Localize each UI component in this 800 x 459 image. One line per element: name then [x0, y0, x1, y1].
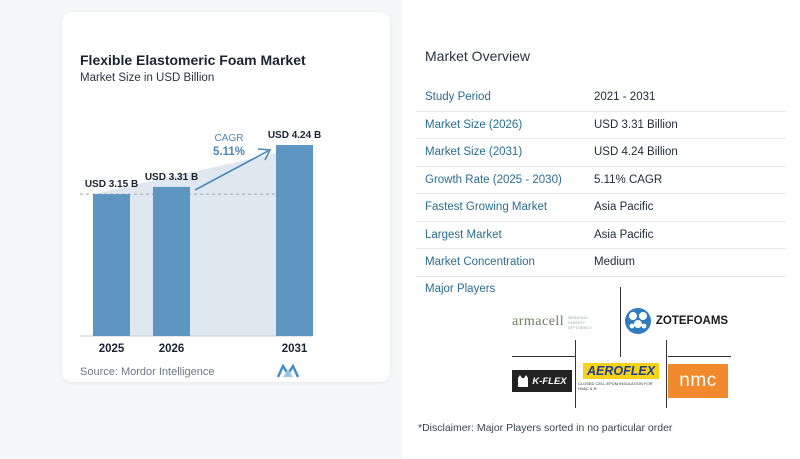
row-key: Market Concentration	[425, 256, 535, 269]
table-row: Growth Rate (2025 - 2030) 5.11% CAGR	[416, 167, 786, 194]
nmc-logo: nmc	[668, 364, 728, 398]
row-value: USD 3.31 Billion	[594, 118, 678, 131]
zotefoams-wordmark: ZOTEFOAMS	[655, 315, 729, 327]
aeroflex-tagline: CLOSED CELL EPDM INSULATION FOR HVAC & R	[578, 381, 653, 391]
row-value: 5.11% CAGR	[594, 173, 663, 186]
logo-divider	[666, 340, 667, 408]
row-key: Largest Market	[425, 228, 502, 241]
row-value: Asia Pacific	[594, 228, 654, 241]
logo-divider	[620, 287, 621, 357]
table-row: Study Period 2021 - 2031	[416, 84, 786, 112]
zotefoams-logo: ZOTEFOAMS	[622, 306, 730, 336]
row-key: Market Size (2026)	[425, 118, 523, 131]
aeroflex-logo: AEROFLEX CLOSED CELL EPDM INSULATION FOR…	[578, 358, 664, 396]
row-key: Fastest Growing Market	[425, 201, 548, 214]
nmc-wordmark: nmc	[679, 370, 717, 391]
logo-divider	[575, 340, 576, 408]
logo-divider	[512, 356, 575, 357]
overview-table: Study Period 2021 - 2031 Market Size (202…	[416, 84, 786, 277]
row-value: Medium	[594, 256, 635, 269]
market-overview-panel	[402, 0, 800, 459]
row-key: Market Size (2031)	[425, 146, 523, 159]
table-row: Fastest Growing Market Asia Pacific	[416, 194, 786, 222]
kflex-cat-icon	[518, 375, 529, 387]
armacell-wordmark: armacell	[512, 314, 565, 329]
zotefoams-globe-icon	[624, 308, 651, 334]
row-value: 2021 - 2031	[594, 91, 656, 104]
logo-divider	[668, 356, 731, 357]
row-value: Asia Pacific	[594, 201, 654, 214]
row-key: Study Period	[425, 91, 491, 104]
source-text: Source: Mordor Intelligence	[80, 366, 215, 378]
kflex-logo: K-FLEX	[512, 370, 572, 392]
table-row: Market Size (2031) USD 4.24 Billion	[416, 139, 786, 167]
overview-title: Market Overview	[425, 48, 531, 64]
row-value: USD 4.24 Billion	[594, 146, 678, 159]
major-players-title: Major Players	[425, 283, 496, 295]
disclaimer-text: *Disclaimer: Major Players sorted in no …	[418, 422, 673, 434]
armacell-tagline: BRINGING ENERGY EFFICIENCY	[568, 314, 592, 330]
kflex-wordmark: K-FLEX	[532, 375, 567, 387]
armacell-logo: armacell BRINGING ENERGY EFFICIENCY	[512, 308, 616, 336]
table-row: Largest Market Asia Pacific	[416, 222, 786, 249]
table-row: Market Concentration Medium	[416, 249, 786, 277]
mordor-logo-icon	[277, 364, 299, 378]
table-row: Market Size (2026) USD 3.31 Billion	[416, 112, 786, 139]
aeroflex-wordmark: AEROFLEX	[582, 363, 660, 379]
chart-title: Flexible Elastomeric Foam Market	[80, 52, 306, 68]
chart-subtitle: Market Size in USD Billion	[80, 72, 215, 84]
row-key: Growth Rate (2025 - 2030)	[425, 173, 562, 186]
